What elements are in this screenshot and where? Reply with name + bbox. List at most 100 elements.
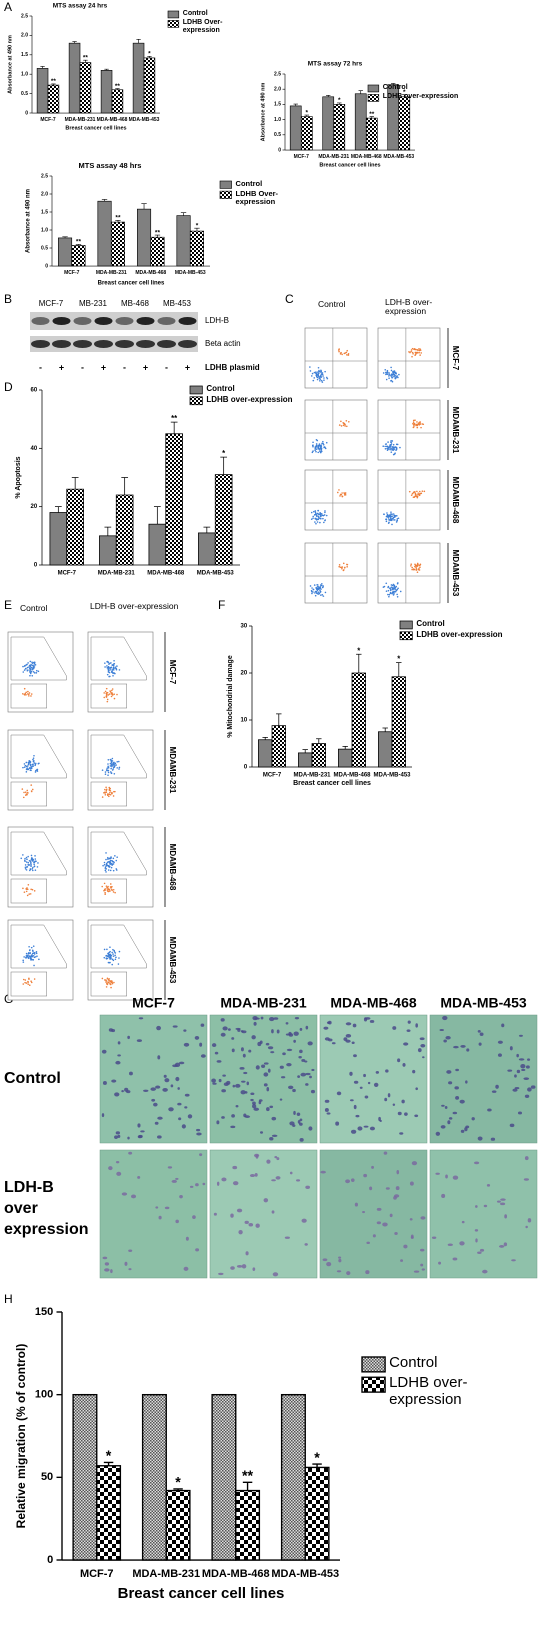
event-dot	[25, 866, 28, 868]
event-dot	[339, 352, 342, 355]
bar	[298, 752, 313, 768]
y-axis-label: Absorbance at 490 nm	[260, 83, 266, 142]
event-dot	[319, 380, 321, 382]
significance: *	[397, 655, 401, 664]
event-dot	[112, 888, 115, 891]
column-label: LDH-B over-expression	[385, 297, 433, 317]
event-dot	[106, 673, 109, 676]
event-dot	[389, 448, 391, 451]
cell	[366, 1241, 370, 1245]
event-dot	[317, 516, 320, 518]
bar	[99, 535, 117, 566]
cell	[299, 1138, 304, 1142]
cell	[137, 1123, 141, 1128]
event-dot	[105, 986, 108, 988]
event-dot	[419, 421, 422, 423]
event-dot	[323, 521, 325, 524]
cell	[514, 1074, 517, 1078]
event-dot	[341, 495, 344, 498]
event-dot	[25, 793, 28, 795]
cell	[239, 1067, 245, 1070]
event-dot	[112, 762, 115, 764]
legend-label: Control	[235, 178, 263, 188]
cell	[269, 1136, 274, 1141]
cell	[296, 1112, 301, 1116]
event-dot	[385, 378, 388, 381]
cell	[383, 1151, 388, 1155]
event-dot	[319, 378, 322, 380]
error-bar	[62, 236, 68, 238]
event-dot	[22, 671, 25, 673]
panel-label: E	[4, 598, 12, 612]
bar	[289, 105, 302, 151]
cell	[512, 1088, 518, 1092]
event-dot	[410, 565, 412, 567]
row-label: MCF-7	[451, 346, 460, 371]
cell	[452, 1257, 458, 1261]
event-dot	[33, 978, 36, 980]
event-dot	[106, 698, 109, 701]
event-dot	[28, 692, 31, 694]
event-dot	[108, 860, 110, 863]
event-dot	[107, 890, 110, 893]
event-dot	[28, 945, 30, 948]
error-bar	[396, 662, 402, 677]
cell	[258, 1099, 263, 1102]
cell	[178, 1061, 185, 1065]
event-dot	[384, 445, 386, 448]
event-dot	[22, 665, 24, 668]
cell	[369, 1020, 375, 1023]
legend-swatch	[219, 190, 232, 199]
event-dot	[111, 757, 114, 760]
cell	[420, 1263, 424, 1267]
event-dot	[26, 663, 28, 666]
event-dot	[27, 980, 29, 983]
event-dot	[29, 665, 32, 667]
event-dot	[114, 952, 117, 954]
cell	[244, 1220, 249, 1224]
cell	[516, 1053, 519, 1058]
event-dot	[22, 887, 24, 890]
event-dot	[34, 664, 37, 666]
event-dot	[107, 888, 110, 891]
event-dot	[108, 951, 111, 954]
event-dot	[33, 964, 35, 967]
event-dot	[338, 564, 341, 566]
event-dot	[33, 664, 35, 666]
event-dot	[113, 662, 116, 665]
event-dot	[25, 869, 28, 871]
error-bar	[173, 1488, 183, 1491]
event-dot	[23, 763, 26, 765]
event-dot	[27, 690, 29, 693]
event-dot	[420, 352, 423, 354]
event-dot	[110, 695, 113, 698]
x-tick-label: MDA-MB-468	[202, 1568, 270, 1580]
cell	[253, 1021, 257, 1026]
event-dot	[103, 692, 105, 694]
event-dot	[419, 354, 421, 356]
cell	[128, 1249, 133, 1252]
blot-band	[157, 340, 176, 348]
event-dot	[104, 788, 106, 791]
row-label: Control	[4, 1070, 61, 1087]
event-dot	[319, 591, 321, 594]
cell	[124, 1261, 128, 1266]
event-dot	[33, 762, 36, 764]
cell	[372, 1234, 376, 1238]
cell	[527, 1058, 531, 1061]
event-dot	[319, 515, 322, 518]
blot-band	[94, 317, 113, 325]
significance: **	[83, 54, 89, 61]
error-bar	[342, 745, 348, 750]
event-dot	[340, 425, 343, 427]
cell	[222, 1074, 226, 1077]
event-dot	[24, 791, 27, 794]
event-dot	[107, 765, 109, 768]
cell	[157, 1055, 161, 1060]
event-dot	[388, 372, 391, 374]
event-dot	[338, 489, 340, 491]
event-dot	[340, 420, 342, 423]
bar	[165, 1489, 191, 1561]
significance: *	[338, 97, 341, 104]
